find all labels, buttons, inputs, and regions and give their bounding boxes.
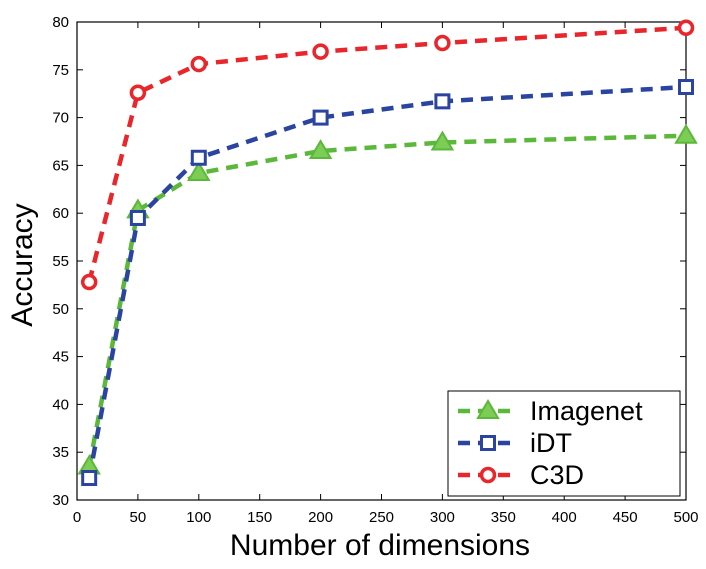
legend-label-c3d: C3D [530, 460, 584, 490]
x-tick-label: 450 [613, 509, 638, 526]
series-line-idt [86, 84, 687, 479]
data-point-imagenet [187, 161, 211, 182]
data-point-c3d [129, 84, 147, 101]
legend-marker-imagenet [476, 399, 500, 419]
y-tick-label: 80 [52, 14, 69, 31]
x-tick-label: 0 [73, 509, 81, 526]
data-point-c3d [677, 19, 695, 36]
legend-label-idt: iDT [530, 428, 572, 458]
y-tick-label: 35 [52, 444, 69, 461]
y-tick-label: 40 [52, 396, 69, 413]
y-tick-label: 55 [52, 253, 69, 270]
data-point-imagenet [430, 130, 455, 151]
y-tick-label: 65 [52, 157, 69, 174]
data-point-imagenet [674, 123, 698, 144]
legend-marker-idt [480, 435, 496, 451]
data-point-c3d [190, 55, 208, 73]
x-tick-label: 150 [247, 509, 272, 526]
data-point-c3d [434, 34, 451, 52]
y-tick-label: 45 [52, 349, 69, 366]
x-tick-label: 200 [308, 509, 333, 526]
data-point-idt [129, 209, 146, 226]
legend-label-imagenet: Imagenet [530, 396, 643, 426]
legend-marker-c3d [479, 466, 497, 484]
y-tick-label: 50 [52, 301, 69, 318]
x-tick-label: 500 [673, 509, 698, 526]
x-tick-label: 100 [186, 509, 211, 526]
data-point-idt [434, 93, 451, 110]
x-tick-label: 300 [430, 509, 455, 526]
data-point-idt [312, 109, 329, 126]
data-point-idt [190, 149, 207, 166]
data-point-c3d [312, 43, 329, 60]
x-axis-label: Number of dimensions [230, 529, 530, 562]
x-tick-label: 400 [552, 509, 577, 526]
data-point-idt [81, 470, 98, 487]
x-tick-label: 50 [130, 509, 147, 526]
data-point-c3d [80, 273, 98, 291]
y-tick-label: 75 [52, 62, 69, 79]
plot-frame [76, 21, 687, 501]
series-line-c3d [87, 25, 687, 283]
x-tick-label: 350 [491, 509, 516, 526]
x-tick-label: 250 [369, 509, 394, 526]
data-point-imagenet [308, 139, 333, 160]
y-tick-label: 70 [52, 110, 69, 127]
y-tick-label: 30 [52, 492, 69, 509]
y-axis-label: Accuracy [6, 203, 39, 326]
y-tick-label: 60 [52, 205, 69, 222]
data-point-idt [678, 79, 694, 96]
